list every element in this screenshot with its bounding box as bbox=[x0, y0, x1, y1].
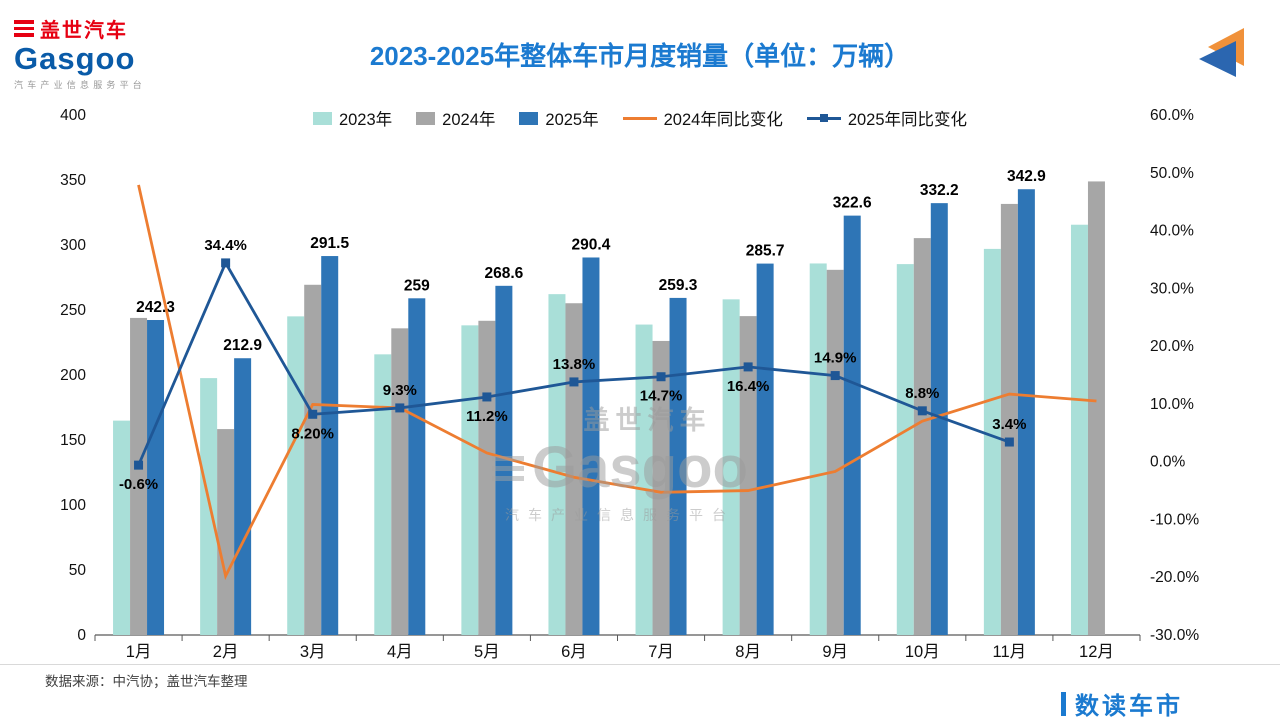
svg-text:2月: 2月 bbox=[213, 643, 239, 661]
svg-text:-0.6%: -0.6% bbox=[119, 476, 158, 493]
svg-text:0: 0 bbox=[77, 627, 86, 644]
svg-text:268.6: 268.6 bbox=[484, 265, 523, 282]
svg-text:259: 259 bbox=[404, 277, 430, 294]
svg-text:20.0%: 20.0% bbox=[1150, 338, 1194, 355]
logo-brand-cn: 盖世汽车 bbox=[40, 20, 128, 42]
footer-brand-text: 数读车市 bbox=[1075, 693, 1183, 720]
svg-text:150: 150 bbox=[60, 432, 86, 449]
svg-text:12月: 12月 bbox=[1079, 643, 1114, 661]
svg-text:290.4: 290.4 bbox=[572, 236, 611, 253]
legend-swatch-2025-yoy bbox=[806, 113, 841, 122]
svg-text:14.7%: 14.7% bbox=[640, 388, 683, 405]
svg-text:8.20%: 8.20% bbox=[291, 425, 334, 442]
svg-text:-20.0%: -20.0% bbox=[1150, 569, 1199, 586]
svg-text:3月: 3月 bbox=[300, 643, 326, 661]
svg-text:-10.0%: -10.0% bbox=[1150, 511, 1199, 528]
svg-text:13.8%: 13.8% bbox=[553, 356, 596, 373]
legend-swatch-2023 bbox=[312, 111, 332, 125]
svg-text:322.6: 322.6 bbox=[833, 195, 872, 212]
svg-text:8.8%: 8.8% bbox=[905, 385, 939, 402]
legend-item-2024: 2024年 bbox=[416, 106, 495, 130]
line-2025年同比变化 bbox=[134, 258, 1014, 470]
svg-text:11月: 11月 bbox=[993, 643, 1027, 661]
line-labels-2025年同比变化: -0.6% 34.4% 8.20% 9.3% 11.2% 13.8% 14.7% 16.4% 1… bbox=[119, 237, 1027, 493]
svg-text:60.0%: 60.0% bbox=[1150, 107, 1194, 124]
svg-text:242.3: 242.3 bbox=[136, 299, 175, 316]
svg-text:259.3: 259.3 bbox=[659, 277, 698, 294]
svg-text:11.2%: 11.2% bbox=[466, 408, 508, 425]
svg-text:5月: 5月 bbox=[474, 643, 500, 661]
svg-text:4月: 4月 bbox=[387, 643, 413, 661]
svg-text:200: 200 bbox=[60, 367, 86, 384]
svg-text:16.4%: 16.4% bbox=[727, 378, 770, 395]
legend-label: 2024年 bbox=[442, 111, 496, 129]
svg-text:9月: 9月 bbox=[822, 643, 848, 661]
axis-layer: 0 50 100 150 200 250 300 350 400 60.0% 50.0% 40.0% 3… bbox=[60, 107, 1199, 661]
legend-item-2024-yoy: 2024年同比变化 bbox=[622, 106, 783, 130]
bars-2024年 bbox=[130, 181, 1105, 636]
svg-text:212.9: 212.9 bbox=[223, 337, 262, 354]
svg-text:3.4%: 3.4% bbox=[992, 416, 1026, 433]
svg-text:8月: 8月 bbox=[735, 643, 761, 661]
svg-text:14.9%: 14.9% bbox=[814, 350, 857, 367]
svg-text:350: 350 bbox=[60, 172, 86, 189]
svg-text:-30.0%: -30.0% bbox=[1150, 627, 1199, 644]
bars-2025年 bbox=[147, 189, 1035, 635]
legend-swatch-2024 bbox=[416, 111, 436, 125]
legend-label: 2025年同比变化 bbox=[847, 111, 968, 129]
bars-2023年 bbox=[113, 224, 1088, 635]
data-source-note: 数据来源：中汽协；盖世汽车整理 bbox=[45, 674, 248, 689]
svg-text:50: 50 bbox=[69, 562, 87, 579]
logo-brand-en: Gasgoo bbox=[14, 41, 136, 76]
svg-text:300: 300 bbox=[60, 237, 86, 254]
logo-bars-icon bbox=[14, 20, 34, 37]
page-title: 2023-2025年整体车市月度销量（单位：万辆） bbox=[369, 41, 911, 71]
svg-text:291.5: 291.5 bbox=[310, 235, 349, 252]
footer-brand-bar bbox=[1061, 691, 1066, 716]
svg-text:100: 100 bbox=[60, 497, 86, 514]
svg-text:30.0%: 30.0% bbox=[1150, 280, 1194, 297]
logo-tagline: 汽车产业信息服务平台 bbox=[14, 79, 147, 90]
legend-item-2025: 2025年 bbox=[519, 106, 599, 130]
svg-text:50.0%: 50.0% bbox=[1150, 165, 1194, 182]
svg-text:40.0%: 40.0% bbox=[1150, 223, 1194, 240]
footer-divider bbox=[0, 664, 1280, 665]
legend-label: 2023年 bbox=[338, 111, 393, 129]
legend-item-2023: 2023年 bbox=[312, 106, 393, 130]
svg-text:9.3%: 9.3% bbox=[383, 382, 417, 399]
legend-swatch-2024-yoy bbox=[622, 116, 657, 120]
svg-text:332.2: 332.2 bbox=[920, 182, 959, 199]
svg-text:285.7: 285.7 bbox=[746, 243, 785, 260]
legend-item-2025-yoy: 2025年同比变化 bbox=[806, 106, 968, 130]
corner-triangles-icon bbox=[1199, 28, 1244, 77]
svg-text:250: 250 bbox=[60, 302, 86, 319]
svg-text:1月: 1月 bbox=[126, 643, 152, 661]
sales-chart: 0 50 100 150 200 250 300 350 400 60.0% 50.0% 40.0% 3… bbox=[60, 107, 1199, 661]
footer-brand: 数读车市 bbox=[1061, 686, 1183, 720]
legend-swatch-2025 bbox=[519, 111, 539, 125]
gasgoo-logo: 盖世汽车 Gasgoo 汽车产业信息服务平台 bbox=[14, 14, 184, 91]
svg-text:0.0%: 0.0% bbox=[1150, 454, 1186, 471]
svg-text:10月: 10月 bbox=[905, 643, 940, 661]
svg-text:400: 400 bbox=[60, 107, 86, 124]
legend-label: 2024年同比变化 bbox=[663, 111, 783, 129]
legend-label: 2025年 bbox=[545, 111, 599, 129]
svg-text:7月: 7月 bbox=[648, 643, 674, 661]
svg-text:10.0%: 10.0% bbox=[1150, 396, 1194, 413]
svg-text:34.4%: 34.4% bbox=[204, 237, 247, 254]
svg-text:6月: 6月 bbox=[561, 643, 587, 661]
svg-text:342.9: 342.9 bbox=[1007, 168, 1046, 185]
chart-legend: 2023年 2024年 2025年 2024年同比变化 2025年同比变化 bbox=[0, 106, 1280, 130]
